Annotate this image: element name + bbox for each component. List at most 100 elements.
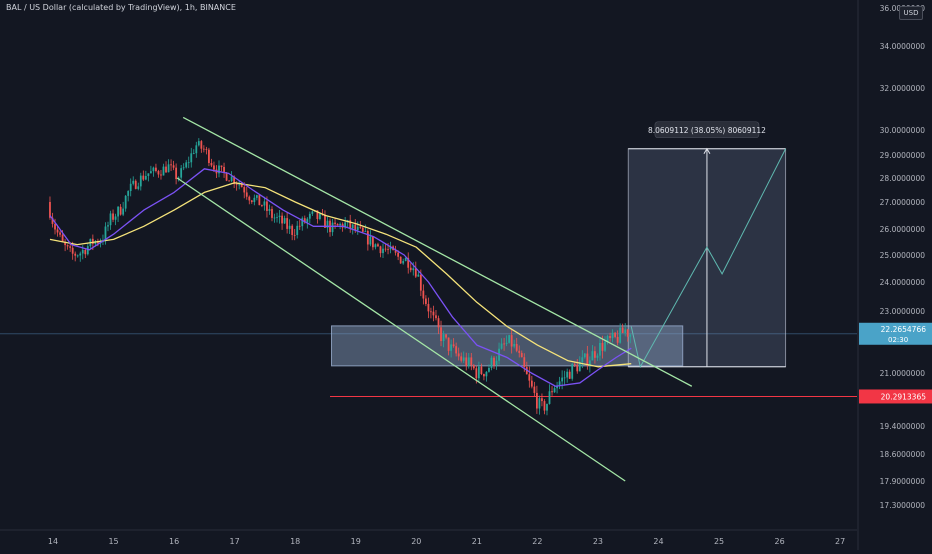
- candle: [260, 204, 263, 208]
- time-tick-label: 16: [169, 537, 179, 546]
- candle: [175, 163, 178, 185]
- candle: [349, 214, 352, 233]
- candle-body: [430, 311, 432, 313]
- candle-body: [556, 385, 558, 389]
- candle-body: [137, 186, 140, 189]
- price-tick-label: 19.4000000: [880, 422, 926, 431]
- candle-body: [162, 166, 165, 176]
- candle-body: [437, 318, 440, 328]
- candle-body: [225, 172, 228, 181]
- price-tick-label: 28.0000000: [880, 174, 926, 183]
- moving-average-fast: [49, 168, 632, 387]
- time-tick-label: 23: [593, 537, 603, 546]
- candle-body: [142, 175, 145, 180]
- candle-body: [182, 167, 185, 169]
- candle-body: [202, 148, 205, 150]
- candle-body: [324, 214, 326, 228]
- candle-body: [59, 232, 61, 235]
- candle: [480, 363, 483, 376]
- candle: [271, 206, 273, 222]
- candle: [112, 209, 114, 223]
- candle: [122, 201, 125, 217]
- candle-body: [594, 351, 596, 358]
- price-tick-label: 25.0000000: [880, 251, 926, 260]
- candle-body: [440, 327, 442, 342]
- candle-body: [626, 329, 629, 337]
- candle-body: [185, 162, 188, 168]
- candle: [619, 323, 622, 344]
- candle: [488, 364, 490, 373]
- candle: [293, 229, 296, 241]
- candle: [515, 337, 518, 353]
- candle-body: [266, 201, 268, 211]
- candle: [223, 162, 225, 178]
- candle: [440, 320, 442, 347]
- candle-body: [530, 380, 533, 387]
- candle: [137, 182, 140, 191]
- candle: [119, 204, 122, 216]
- countdown-label: 02:30: [888, 336, 908, 344]
- candle: [374, 243, 377, 250]
- candle-body: [513, 343, 516, 347]
- candle-body: [268, 209, 271, 211]
- candle: [520, 350, 523, 358]
- candle: [326, 216, 329, 233]
- candle-body: [291, 225, 294, 235]
- candle: [442, 330, 445, 348]
- candle: [127, 190, 130, 202]
- currency-badge[interactable]: USD: [899, 6, 923, 20]
- candle-body: [359, 226, 362, 228]
- candle: [190, 147, 193, 168]
- candle-body: [576, 364, 579, 372]
- candle-body: [424, 298, 427, 304]
- candle-body: [200, 141, 203, 149]
- candle: [324, 210, 326, 228]
- candle-body: [573, 363, 576, 365]
- candle: [384, 244, 387, 252]
- candle-body: [629, 334, 632, 337]
- candle: [197, 138, 200, 147]
- candle-body: [260, 205, 263, 206]
- candle: [606, 334, 609, 345]
- candle-body: [230, 176, 233, 182]
- candle: [74, 251, 77, 262]
- candle: [558, 376, 561, 390]
- candle: [470, 352, 473, 371]
- candle-body: [49, 202, 51, 218]
- candle: [288, 219, 291, 234]
- candle-body: [366, 230, 369, 245]
- candle: [273, 213, 276, 223]
- candle: [152, 166, 155, 177]
- candle: [445, 334, 447, 340]
- candle: [556, 381, 558, 394]
- candle: [319, 212, 321, 221]
- candle-body: [66, 245, 69, 247]
- candle: [372, 236, 374, 251]
- candle: [402, 258, 405, 265]
- candle: [172, 160, 175, 171]
- candle-body: [258, 195, 261, 206]
- candle-body: [129, 183, 132, 192]
- candle-body: [296, 225, 299, 236]
- candle-body: [233, 176, 236, 184]
- candle-body: [273, 217, 276, 219]
- candle-body: [460, 356, 463, 361]
- price-tick-label: 32.0000000: [880, 84, 926, 93]
- candle: [551, 386, 553, 396]
- candle: [147, 173, 150, 182]
- candle: [414, 261, 417, 278]
- candle: [139, 172, 142, 191]
- candle-body: [472, 365, 475, 369]
- candle: [447, 337, 450, 356]
- candle: [200, 140, 203, 153]
- candle: [548, 384, 551, 405]
- candle-body: [599, 342, 601, 356]
- candle: [291, 224, 294, 241]
- candle-body: [621, 327, 624, 334]
- candle-body: [278, 215, 281, 217]
- candle-body: [372, 236, 374, 248]
- candle: [568, 369, 571, 379]
- candle-body: [581, 357, 584, 363]
